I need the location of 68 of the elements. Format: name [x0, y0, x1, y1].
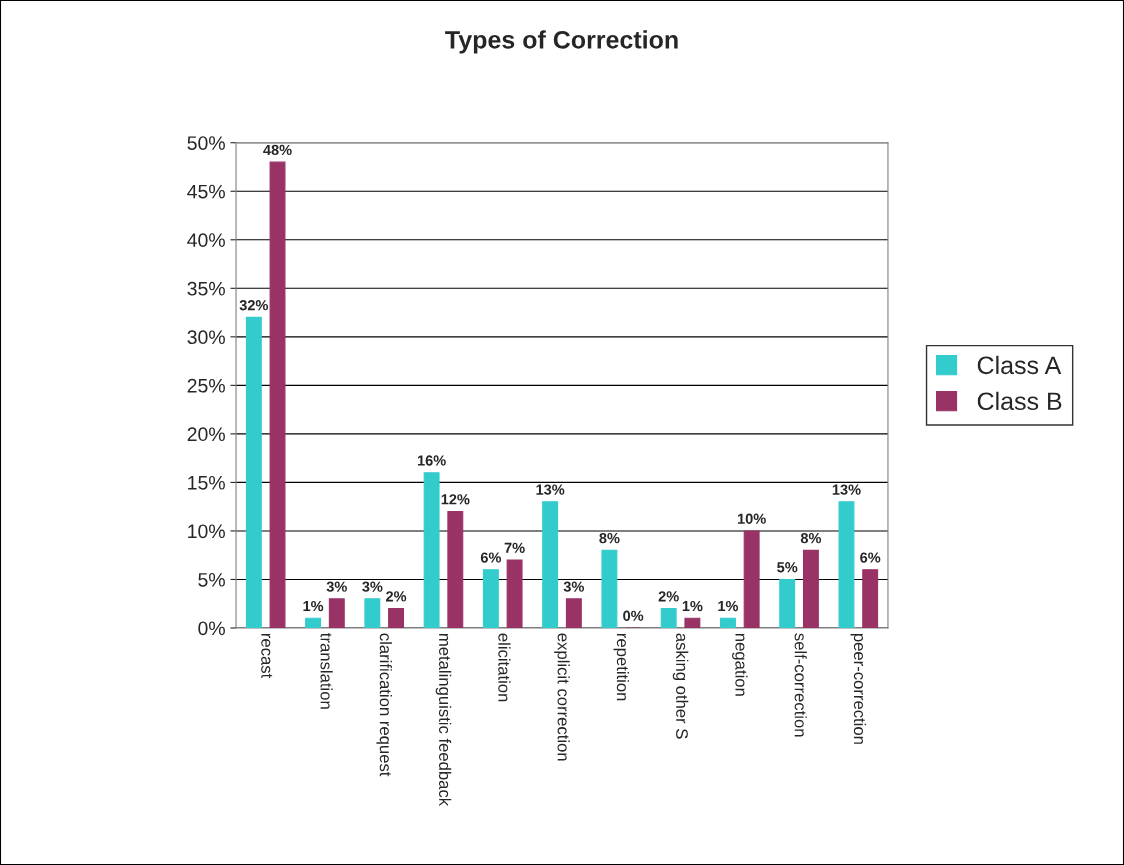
bar: [862, 569, 879, 628]
bar: [719, 617, 736, 628]
x-tick-label: peer-correction: [850, 633, 867, 744]
x-tick-label: metalinguistic feedback: [435, 633, 452, 807]
y-tick-label: 5%: [198, 573, 225, 587]
bar: [601, 549, 618, 628]
y-tick-label: 40%: [187, 233, 225, 248]
bar: [542, 501, 559, 628]
chart-title: Types of Correction: [445, 30, 678, 54]
data-label: 48%: [263, 144, 292, 156]
bar: [305, 617, 322, 628]
bar: [328, 598, 345, 628]
data-label: 0%: [623, 610, 644, 621]
data-label: 10%: [737, 513, 766, 524]
data-label: 16%: [417, 455, 446, 466]
legend-label: Class A: [977, 355, 1062, 375]
y-tick-label: 20%: [187, 427, 225, 442]
bar: [838, 501, 855, 628]
data-label: 2%: [386, 591, 407, 602]
data-label: 12%: [441, 494, 470, 505]
data-label: 8%: [800, 532, 822, 544]
x-tick-label: asking other S: [672, 633, 689, 739]
data-label: 3%: [362, 581, 383, 592]
data-label: 13%: [536, 484, 565, 495]
x-tick-label: self-correction: [794, 633, 807, 737]
bar: [743, 530, 760, 628]
bar: [245, 316, 262, 628]
data-label: 6%: [860, 552, 881, 563]
bar: [269, 161, 286, 628]
data-label: 8%: [599, 532, 620, 544]
data-label: 1%: [718, 600, 739, 612]
data-label: 5%: [777, 562, 798, 573]
data-label: 32%: [239, 300, 269, 311]
y-tick-label: 50%: [187, 136, 225, 150]
x-tick-label: elicitation: [498, 633, 511, 702]
x-tick-label: recast: [261, 633, 273, 679]
x-tick-label: repetition: [613, 633, 630, 701]
bar: [506, 559, 523, 628]
x-tick-label: clarification request: [376, 633, 392, 777]
bar: [802, 549, 819, 628]
data-label: 2%: [658, 591, 679, 602]
bar: [660, 608, 677, 628]
y-tick-label: 35%: [187, 281, 225, 296]
data-label: 3%: [326, 581, 347, 592]
data-label: 3%: [563, 581, 585, 592]
bar: [447, 510, 464, 628]
data-label: 13%: [832, 484, 861, 495]
bar: [388, 608, 405, 628]
data-label: 1%: [303, 600, 324, 612]
legend-label: Class B: [977, 391, 1062, 411]
x-tick-label: negation: [732, 633, 748, 696]
x-tick-label: explicit correction: [554, 633, 570, 761]
y-tick-label: 15%: [188, 475, 225, 490]
y-tick-label: 10%: [188, 524, 225, 539]
y-tick-label: 25%: [187, 378, 225, 393]
data-label: 1%: [682, 600, 703, 612]
bar: [684, 617, 701, 628]
bar: [423, 472, 440, 628]
bar: [779, 578, 796, 628]
bar: [565, 598, 582, 628]
y-tick-label: 0%: [198, 621, 225, 636]
data-label: 7%: [504, 542, 525, 553]
y-tick-label: 45%: [187, 184, 225, 199]
data-label: 6%: [480, 552, 502, 563]
bar: [364, 598, 381, 628]
y-tick-label: 30%: [187, 330, 225, 345]
bar: [482, 569, 499, 628]
x-tick-label: translation: [320, 633, 333, 709]
